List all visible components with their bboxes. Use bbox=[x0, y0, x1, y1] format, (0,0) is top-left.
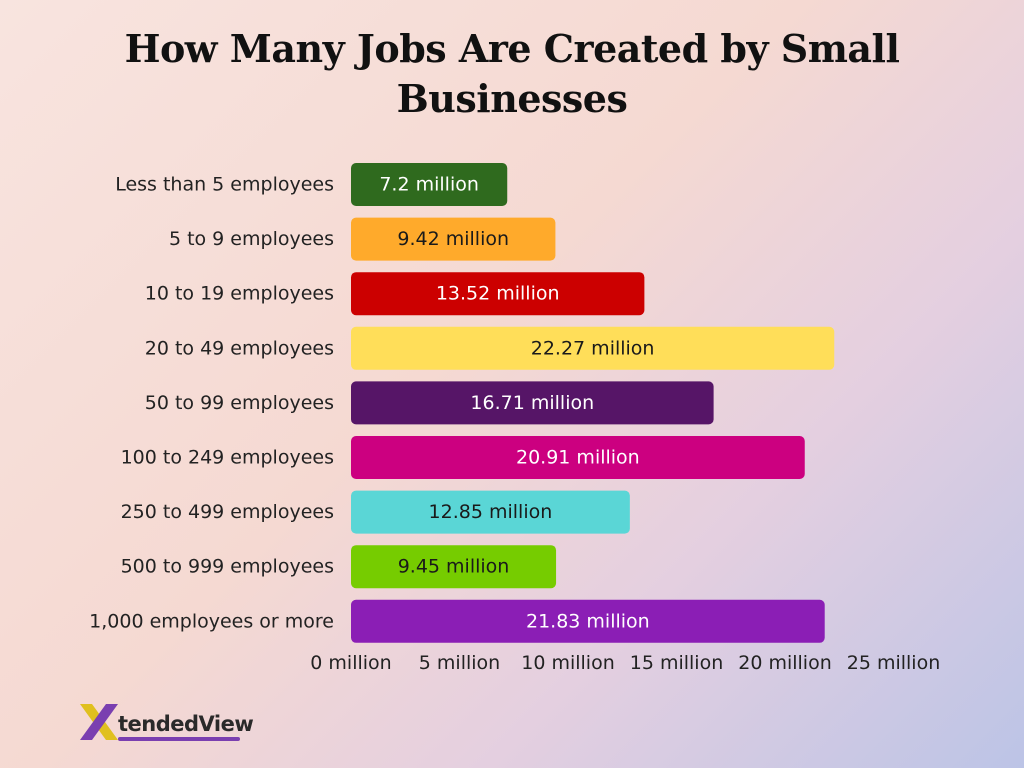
category-label: 500 to 999 employees bbox=[121, 556, 334, 578]
category-label: Less than 5 employees bbox=[115, 174, 334, 196]
bar bbox=[351, 326, 835, 370]
category-label: 10 to 19 employees bbox=[145, 283, 334, 305]
category-label: 20 to 49 employees bbox=[145, 337, 334, 359]
bars bbox=[351, 163, 835, 643]
bar bbox=[351, 436, 805, 479]
x-tick-label: 25 million bbox=[847, 652, 941, 674]
bar bbox=[351, 272, 645, 316]
value-label: 21.83 million bbox=[526, 610, 650, 632]
value-label: 7.2 million bbox=[379, 174, 479, 196]
bar bbox=[351, 490, 630, 534]
value-label: 12.85 million bbox=[429, 501, 553, 523]
bar bbox=[351, 217, 556, 261]
category-label: 250 to 499 employees bbox=[121, 501, 334, 523]
value-label: 16.71 million bbox=[470, 392, 594, 414]
x-tick-label: 20 million bbox=[738, 652, 832, 674]
x-tick-label: 5 million bbox=[419, 652, 500, 674]
value-label: 9.42 million bbox=[397, 228, 509, 250]
bar bbox=[351, 545, 557, 589]
x-logo-icon bbox=[80, 704, 118, 740]
value-label: 13.52 million bbox=[436, 283, 560, 305]
bar bbox=[351, 381, 714, 425]
logo-underline-icon bbox=[118, 737, 240, 741]
logo-text: tendedView bbox=[118, 712, 254, 736]
category-label: 5 to 9 employees bbox=[169, 228, 334, 250]
category-labels: Less than 5 employees 5 to 9 employees 10 … bbox=[89, 174, 334, 633]
x-tick-label: 0 million bbox=[310, 652, 391, 674]
chart-title: How Many Jobs Are Created by Small Busin… bbox=[124, 26, 900, 121]
value-label: 9.45 million bbox=[398, 556, 510, 578]
bar bbox=[351, 163, 508, 206]
value-label: 22.27 million bbox=[531, 337, 655, 359]
x-tick-label: 15 million bbox=[630, 652, 724, 674]
value-label: 20.91 million bbox=[516, 447, 640, 469]
x-tick-label: 10 million bbox=[521, 652, 615, 674]
category-label: 100 to 249 employees bbox=[121, 447, 334, 469]
category-label: 50 to 99 employees bbox=[145, 392, 334, 414]
bar bbox=[351, 599, 825, 643]
x-axis-tick-labels: 0 million 5 million 10 million 15 million 20… bbox=[310, 652, 940, 674]
bar-chart: Less than 5 employees 5 to 9 employees 10 … bbox=[89, 163, 940, 674]
category-label: 1,000 employees or more bbox=[89, 610, 334, 632]
value-labels: 7.2 million 9.42 million 13.52 million 22.2… bbox=[379, 174, 654, 633]
